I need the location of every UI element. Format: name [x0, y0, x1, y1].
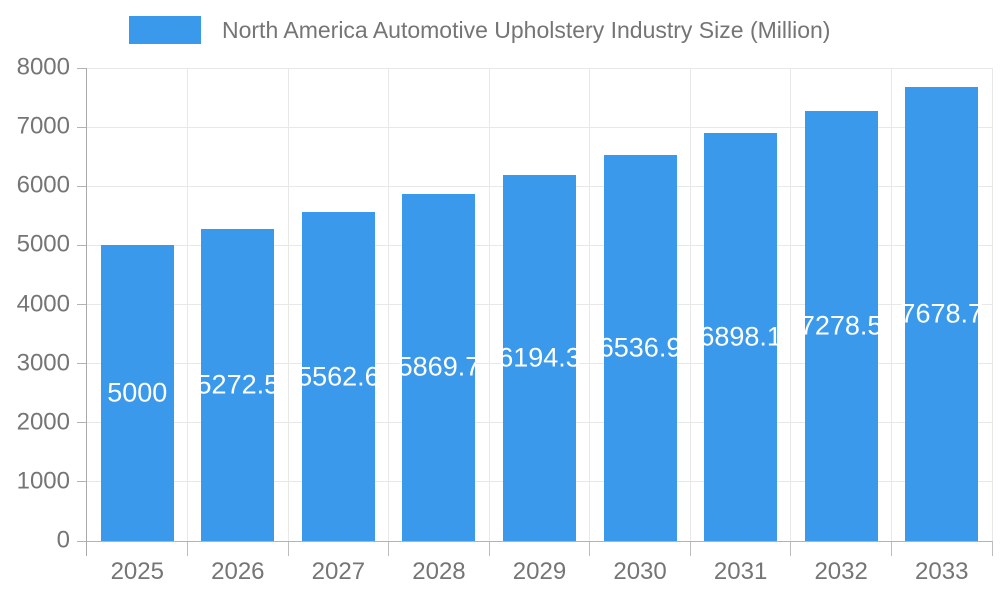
- y-axis-tick: [77, 422, 87, 424]
- x-gridline: [991, 68, 993, 541]
- x-axis-tick: [991, 541, 993, 556]
- y-axis-label: 8000: [16, 53, 70, 81]
- y-axis-label: 0: [56, 526, 70, 554]
- bar-value-label-2031: 6898.1: [699, 321, 782, 352]
- bar-value-label-2029: 6194.3: [498, 342, 581, 373]
- y-axis-label: 5000: [16, 230, 70, 258]
- x-gridline: [589, 68, 591, 541]
- bar-2026[interactable]: [201, 229, 275, 541]
- bar-value-label-2026: 5272.5: [196, 369, 280, 400]
- x-axis-tick: [287, 541, 289, 556]
- y-axis-tick: [77, 481, 87, 483]
- y-axis-tick: [77, 67, 87, 69]
- legend-label: North America Automotive Upholstery Indu…: [222, 17, 831, 43]
- x-axis-label-2026: 2026: [211, 558, 265, 585]
- x-gridline: [890, 68, 892, 541]
- x-axis-tick: [689, 541, 691, 556]
- y-axis-label: 4000: [16, 289, 70, 317]
- bar-2029[interactable]: [503, 174, 576, 541]
- y-axis-label: 6000: [16, 171, 70, 199]
- bar-2027[interactable]: [301, 212, 375, 541]
- legend-swatch: [129, 16, 201, 44]
- bar-2028[interactable]: [402, 193, 476, 541]
- x-axis-label-2029: 2029: [512, 558, 567, 585]
- bar-value-label-2027: 5562.6: [297, 361, 380, 392]
- y-axis-tick: [77, 363, 87, 365]
- y-axis-tick: [77, 126, 87, 128]
- x-axis-tick: [890, 541, 892, 556]
- bar-value-label-2025: 5000: [107, 377, 168, 408]
- x-gridline: [388, 68, 390, 541]
- bar-value-label-2032: 7278.5: [799, 310, 883, 341]
- x-axis-tick: [790, 541, 792, 556]
- bar-2033[interactable]: [905, 86, 979, 541]
- x-axis-label-2025: 2025: [110, 558, 164, 585]
- x-axis-label-2032: 2032: [814, 558, 868, 585]
- x-axis-label-2031: 2031: [713, 558, 768, 585]
- x-axis-label-2027: 2027: [311, 558, 366, 585]
- x-axis-line: [87, 540, 992, 542]
- bar-value-label-2033: 7678.7: [900, 298, 984, 329]
- y-axis-label: 3000: [16, 349, 70, 377]
- y-gridline: [87, 67, 992, 69]
- y-axis-label: 7000: [16, 112, 70, 140]
- x-axis-tick: [589, 541, 591, 556]
- y-axis-label: 1000: [16, 467, 70, 495]
- y-axis-tick: [77, 304, 87, 305]
- bar-2031[interactable]: [704, 133, 778, 541]
- x-axis-label-2033: 2033: [915, 558, 969, 585]
- y-axis-line: [86, 68, 87, 556]
- y-axis-tick: [77, 540, 87, 542]
- bar-2025[interactable]: [100, 245, 174, 541]
- x-axis-label-2030: 2030: [613, 558, 667, 585]
- x-gridline: [488, 68, 490, 541]
- y-axis-label: 2000: [16, 408, 70, 436]
- bar-2030[interactable]: [603, 154, 677, 541]
- bar-value-label-2030: 6536.9: [598, 332, 682, 363]
- x-gridline: [287, 68, 289, 541]
- y-gridline: [87, 126, 992, 128]
- x-axis-tick: [187, 541, 189, 556]
- x-gridline: [187, 68, 189, 541]
- bar-2032[interactable]: [804, 110, 878, 541]
- x-gridline: [689, 68, 691, 541]
- x-axis-tick: [488, 541, 490, 556]
- x-gridline: [790, 68, 792, 541]
- bar-value-label-2028: 5869.7: [397, 351, 481, 382]
- legend-item[interactable]: North America Automotive Upholstery Indu…: [129, 16, 830, 44]
- y-axis-tick: [77, 244, 87, 246]
- x-axis-tick: [388, 541, 390, 556]
- y-axis-tick: [77, 185, 87, 187]
- x-axis-label-2028: 2028: [412, 558, 466, 585]
